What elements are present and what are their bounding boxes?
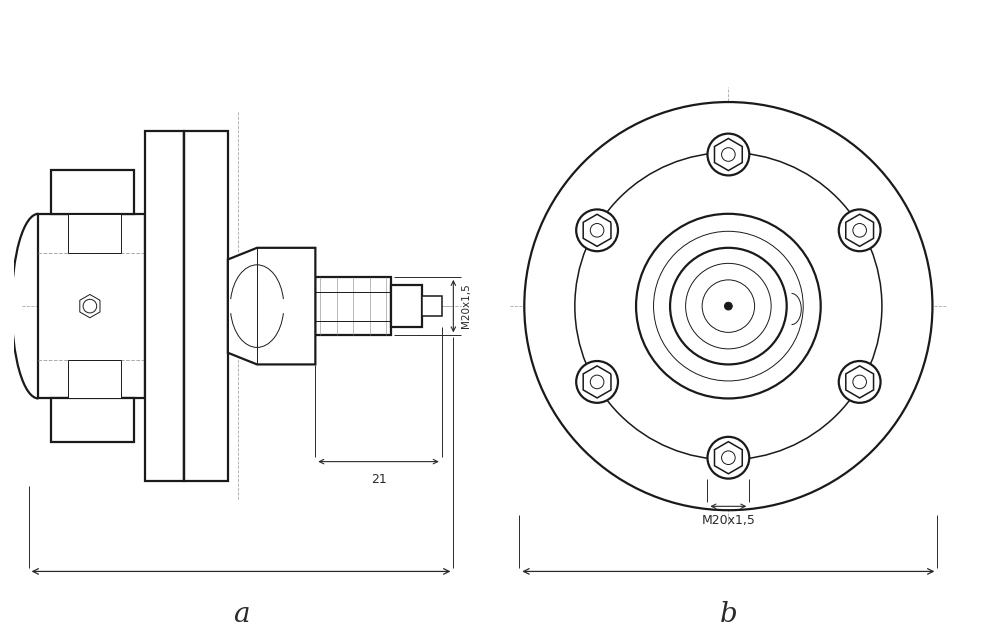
Bar [38, 214, 145, 398]
Circle shape [670, 248, 787, 364]
Circle shape [722, 147, 735, 161]
Circle shape [722, 451, 735, 464]
Polygon shape [80, 294, 100, 318]
Polygon shape [228, 248, 315, 364]
Circle shape [575, 152, 882, 460]
Circle shape [839, 361, 881, 403]
Circle shape [853, 224, 866, 237]
Text: M20x1,5: M20x1,5 [701, 514, 755, 527]
Polygon shape [583, 214, 611, 246]
Bar [68, 360, 121, 398]
Circle shape [707, 134, 749, 175]
Bar [422, 296, 442, 316]
Circle shape [636, 214, 821, 398]
Polygon shape [846, 214, 874, 246]
Circle shape [524, 102, 932, 510]
Bar [315, 277, 391, 335]
Circle shape [83, 299, 97, 313]
Text: 21: 21 [371, 473, 386, 486]
Text: b: b [720, 600, 737, 627]
Bar [184, 131, 228, 481]
Circle shape [590, 375, 604, 389]
Text: a: a [233, 600, 249, 627]
Circle shape [724, 302, 732, 310]
Text: M20x1,5: M20x1,5 [461, 284, 471, 328]
Polygon shape [714, 139, 742, 171]
Circle shape [707, 437, 749, 479]
Bar [68, 214, 121, 253]
Circle shape [576, 361, 618, 403]
Polygon shape [714, 442, 742, 474]
Circle shape [853, 375, 866, 389]
Circle shape [686, 263, 771, 349]
Bar [145, 131, 184, 481]
Circle shape [839, 209, 881, 251]
Polygon shape [846, 366, 874, 398]
Bar [51, 170, 134, 214]
Polygon shape [583, 366, 611, 398]
Bar [391, 285, 422, 328]
Circle shape [590, 224, 604, 237]
Bar [51, 398, 134, 442]
Circle shape [576, 209, 618, 251]
Circle shape [654, 231, 803, 381]
Circle shape [702, 280, 755, 333]
